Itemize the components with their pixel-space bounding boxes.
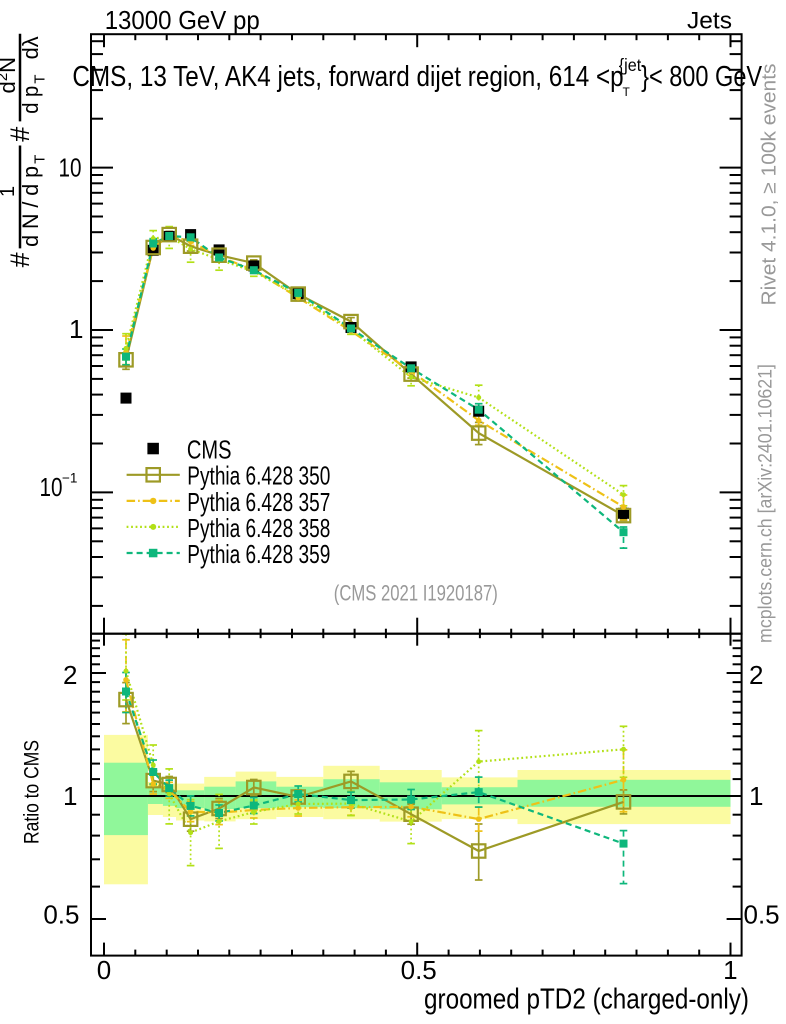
svg-text:mcplots.cern.ch [arXiv:2401.10: mcplots.cern.ch [arXiv:2401.10621]: [756, 364, 777, 643]
svg-text:T: T: [623, 85, 631, 99]
svg-text:10: 10: [40, 472, 63, 502]
svg-text:2: 2: [63, 660, 77, 690]
svg-text:1: 1: [0, 186, 19, 197]
svg-text:2: 2: [749, 660, 763, 690]
svg-text:Jets: Jets: [687, 8, 732, 35]
svg-text:10: 10: [59, 152, 82, 182]
svg-text:Pythia 6.428 350: Pythia 6.428 350: [187, 461, 330, 491]
svg-text:Pythia 6.428 359: Pythia 6.428 359: [187, 539, 330, 569]
svg-text:CMS, 13 TeV, AK4 jets, forward: CMS, 13 TeV, AK4 jets, forward dijet reg…: [72, 61, 623, 93]
svg-text:#: #: [5, 127, 35, 142]
svg-text:−1: −1: [62, 471, 78, 486]
svg-text:#: #: [5, 252, 35, 267]
svg-text:0.5: 0.5: [43, 900, 79, 930]
svg-text:1: 1: [69, 314, 83, 344]
svg-text:}< 800 GeV: }< 800 GeV: [641, 61, 762, 93]
svg-text:1: 1: [723, 955, 737, 985]
svg-text:d N / d p: d N / d p: [18, 166, 43, 247]
svg-text:groomed pTD2 (charged-only): groomed pTD2 (charged-only): [424, 984, 749, 1016]
svg-text:2: 2: [0, 73, 11, 81]
svg-text:Pythia 6.428 358: Pythia 6.428 358: [187, 513, 330, 543]
svg-text:d: d: [0, 81, 20, 93]
svg-text:Pythia 6.428 357: Pythia 6.428 357: [187, 487, 330, 517]
svg-text:T: T: [32, 75, 49, 84]
svg-text:Rivet 4.1.0, ≥ 100k events: Rivet 4.1.0, ≥ 100k events: [759, 64, 781, 306]
svg-text:{jet: {jet: [619, 55, 642, 75]
svg-text:CMS: CMS: [187, 435, 232, 465]
svg-text:Ratio to CMS: Ratio to CMS: [20, 740, 44, 844]
svg-text:1: 1: [749, 781, 763, 811]
svg-text:0.5: 0.5: [744, 900, 780, 930]
svg-text:dλ: dλ: [18, 36, 43, 59]
svg-text:0: 0: [97, 955, 111, 985]
svg-text:(CMS 2021 I1920187): (CMS 2021 I1920187): [334, 580, 498, 605]
svg-text:0.5: 0.5: [401, 955, 437, 985]
svg-text:N: N: [0, 57, 20, 73]
svg-text:13000 GeV pp: 13000 GeV pp: [105, 5, 260, 35]
svg-text:d p: d p: [18, 86, 43, 114]
svg-text:T: T: [32, 155, 49, 164]
svg-text:1: 1: [63, 781, 77, 811]
